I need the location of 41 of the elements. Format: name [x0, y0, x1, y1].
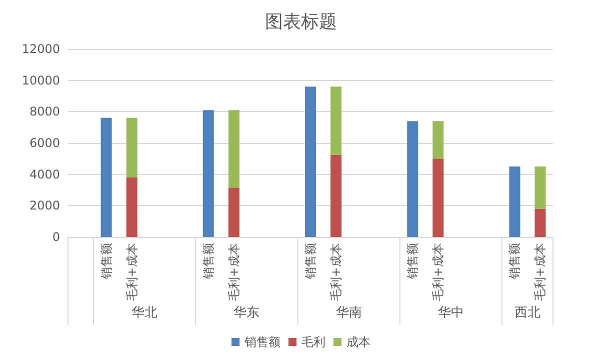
- x-tick-label: 毛利+成本: [431, 243, 446, 302]
- y-tick-label: 6000: [29, 136, 60, 150]
- bar: [432, 158, 444, 237]
- chart-title: 图表标题: [265, 12, 337, 32]
- y-tick-label: 2000: [29, 198, 60, 213]
- y-tick-label: 10000: [22, 73, 60, 88]
- x-tick-label: 毛利+成本: [226, 243, 241, 302]
- text: 西北: [514, 306, 540, 320]
- x-tick-label: 毛利+成本: [329, 243, 344, 302]
- bar: [432, 121, 444, 159]
- x-tick-label: 销售额: [99, 243, 114, 280]
- bar: [202, 110, 214, 237]
- y-tick-label: 0: [52, 230, 60, 244]
- y-tick-label: 12000: [22, 42, 60, 56]
- x-tick-label: 销售额: [201, 243, 216, 280]
- bar: [330, 86, 342, 155]
- x-tick-label: 毛利+成本: [124, 243, 139, 302]
- bar: [126, 118, 138, 178]
- bar: [305, 86, 316, 237]
- bar: [509, 166, 520, 237]
- bar: [534, 166, 546, 209]
- x-tick-label: 毛利+成本: [533, 243, 548, 302]
- y-tick-label: 8000: [29, 104, 60, 119]
- x-tick-label: 销售额: [508, 243, 522, 280]
- text: 华北: [132, 306, 158, 320]
- x-tick-label: 销售额: [304, 243, 318, 280]
- bar: [407, 121, 418, 237]
- text: 华南: [336, 306, 362, 320]
- y-tick-label: 4000: [29, 167, 60, 182]
- bar: [330, 154, 342, 237]
- legend-label: 毛利: [302, 335, 326, 349]
- text: 华东: [234, 306, 260, 320]
- bar: [228, 188, 240, 237]
- bar: [100, 118, 112, 237]
- bar: [228, 110, 240, 188]
- x-tick-label: 销售额: [406, 243, 420, 280]
- text: 华中: [438, 306, 464, 320]
- bar: [126, 177, 138, 237]
- bar: [534, 208, 546, 237]
- legend-label: 销售额: [244, 335, 280, 349]
- legend-label: 成本: [346, 335, 370, 349]
